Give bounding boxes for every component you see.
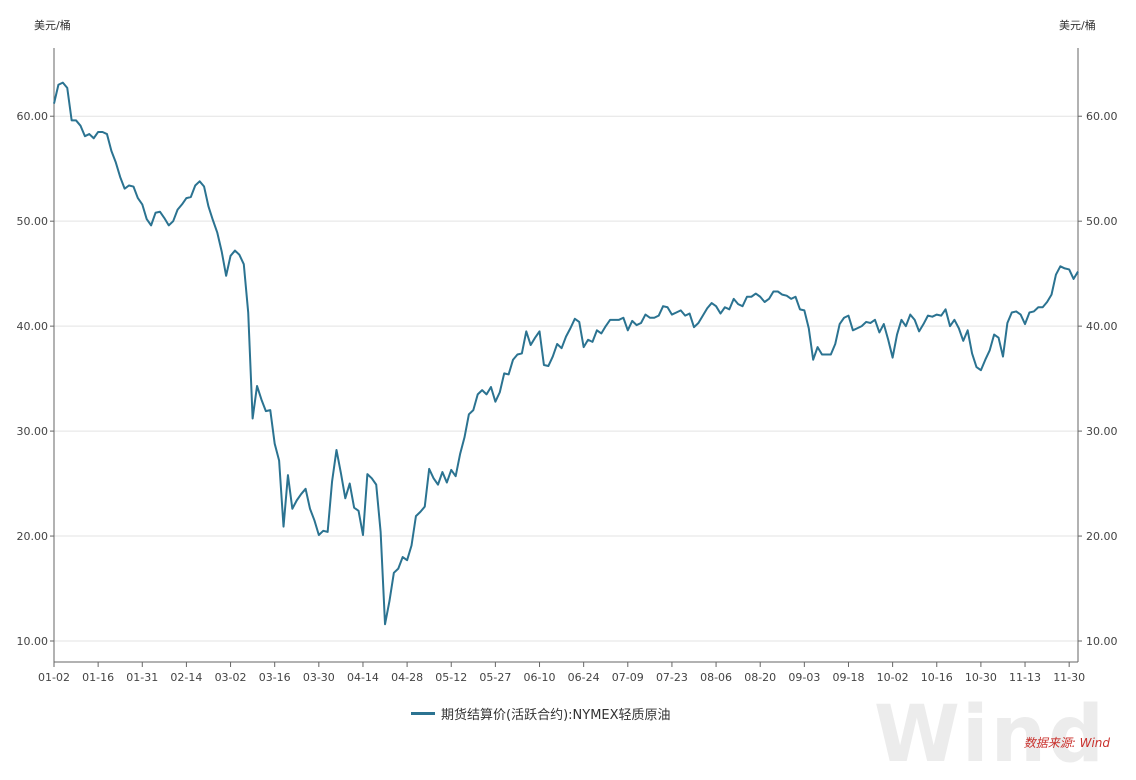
y-tick-label-right: 20.00 — [1086, 530, 1118, 543]
y-tick-label: 10.00 — [17, 635, 49, 648]
legend-swatch — [411, 712, 435, 715]
x-tick-label: 03-02 — [215, 671, 247, 684]
x-tick-label: 07-09 — [612, 671, 644, 684]
right-y-tick-labels: 10.00 20.00 30.00 40.00 50.00 60.00 — [1086, 110, 1118, 648]
y-tick-label: 40.00 — [17, 320, 49, 333]
left-unit-label: 美元/桶 — [34, 18, 71, 32]
legend-label: 期货结算价(活跃合约):NYMEX轻质原油 — [441, 708, 671, 723]
x-tick-labels: 01-02 01-16 01-31 02-14 03-02 03-16 03-30 04-14… — [38, 662, 1085, 684]
x-tick-label: 08-20 — [744, 671, 776, 684]
y-tick-label-right: 50.00 — [1086, 215, 1118, 228]
left-y-tick-labels: 10.00 20.00 30.00 40.00 50.00 60.00 — [17, 110, 49, 648]
x-tick-label: 03-30 — [303, 671, 335, 684]
series-line[interactable] — [53, 81, 1079, 626]
x-tick-label: 11-30 — [1053, 671, 1085, 684]
y-tick-label: 20.00 — [17, 530, 49, 543]
y-tick-label-right: 60.00 — [1086, 110, 1118, 123]
x-tick-label: 10-30 — [965, 671, 997, 684]
x-tick-label: 07-23 — [656, 671, 688, 684]
x-tick-label: 01-02 — [38, 671, 70, 684]
gridlines — [50, 115, 1082, 642]
legend[interactable]: 期货结算价(活跃合约):NYMEX轻质原油 — [411, 704, 671, 723]
y-tick-label: 30.00 — [17, 425, 49, 438]
x-tick-label: 01-16 — [82, 671, 114, 684]
y-tick-label: 60.00 — [17, 110, 49, 123]
data-source-label: 数据来源: Wind — [1023, 736, 1110, 750]
right-unit-label: 美元/桶 — [1059, 18, 1096, 32]
y-tick-label-right: 10.00 — [1086, 635, 1118, 648]
x-tick-label: 01-31 — [126, 671, 158, 684]
x-tick-label: 08-06 — [700, 671, 732, 684]
x-tick-label: 06-24 — [568, 671, 600, 684]
x-tick-label: 09-18 — [832, 671, 864, 684]
x-tick-label: 05-12 — [435, 671, 467, 684]
line-chart: 美元/桶 美元/桶 10.00 20.00 30.00 40.00 50.00 60.00… — [17, 18, 1118, 684]
x-tick-label: 04-14 — [347, 671, 379, 684]
y-tick-label-right: 30.00 — [1086, 425, 1118, 438]
x-tick-label: 11-13 — [1009, 671, 1041, 684]
x-tick-label: 03-16 — [259, 671, 291, 684]
y-tick-label-right: 40.00 — [1086, 320, 1118, 333]
x-tick-label: 05-27 — [479, 671, 511, 684]
x-tick-label: 02-14 — [170, 671, 202, 684]
x-tick-label: 06-10 — [524, 671, 556, 684]
x-tick-label: 04-28 — [391, 671, 423, 684]
x-tick-label: 10-16 — [921, 671, 953, 684]
series-layer — [53, 81, 1079, 626]
x-tick-label: 10-02 — [877, 671, 909, 684]
x-tick-label: 09-03 — [788, 671, 820, 684]
y-tick-label: 50.00 — [17, 215, 49, 228]
axes — [53, 48, 1079, 663]
